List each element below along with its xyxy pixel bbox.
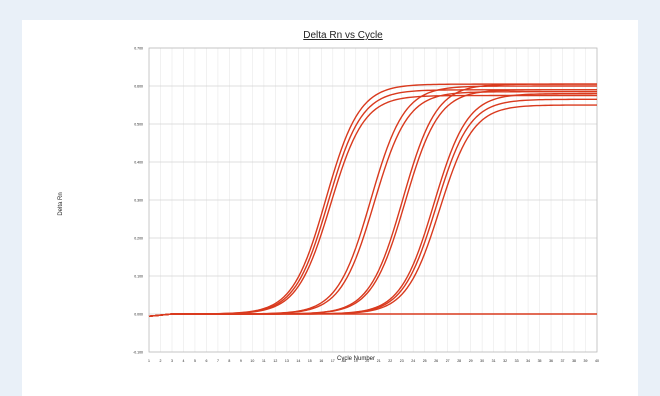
x-tick-label: 40 bbox=[595, 359, 599, 363]
x-tick-label: 15 bbox=[308, 359, 312, 363]
x-tick-label: 7 bbox=[217, 359, 219, 363]
x-tick-label: 8 bbox=[228, 359, 230, 363]
x-tick-label: 30 bbox=[480, 359, 484, 363]
x-tick-label: 32 bbox=[503, 359, 507, 363]
y-tick-label: -0.100 bbox=[133, 351, 143, 355]
x-tick-label: 18 bbox=[342, 359, 346, 363]
chart-panel: Delta Rn vs Cycle Delta Rn Cycle Number … bbox=[22, 20, 638, 396]
grid-lines bbox=[148, 47, 598, 353]
x-tick-label: 9 bbox=[240, 359, 242, 363]
x-tick-label: 3 bbox=[171, 359, 173, 363]
x-tick-label: 14 bbox=[296, 359, 300, 363]
x-tick-label: 25 bbox=[423, 359, 427, 363]
x-tick-label: 17 bbox=[331, 359, 335, 363]
x-tick-label: 10 bbox=[250, 359, 254, 363]
x-tick-label: 13 bbox=[285, 359, 289, 363]
chart-title: Delta Rn vs Cycle bbox=[303, 30, 383, 41]
x-tick-label: 28 bbox=[457, 359, 461, 363]
x-tick-label: 34 bbox=[526, 359, 530, 363]
series-lines bbox=[148, 83, 598, 317]
x-tick-label: 27 bbox=[446, 359, 450, 363]
x-tick-label: 35 bbox=[538, 359, 542, 363]
x-tick-label: 33 bbox=[515, 359, 519, 363]
x-tick-label: 1 bbox=[148, 359, 150, 363]
x-tick-label: 38 bbox=[572, 359, 576, 363]
y-tick-label: 0.000 bbox=[134, 313, 143, 317]
x-tick-label: 6 bbox=[205, 359, 207, 363]
x-tick-label: 16 bbox=[319, 359, 323, 363]
series-line-11 bbox=[148, 313, 597, 317]
y-tick-label: 0.300 bbox=[134, 199, 143, 203]
x-tick-label: 2 bbox=[160, 359, 162, 363]
x-tick-label: 11 bbox=[262, 359, 266, 363]
y-axis-label: Delta Rn bbox=[58, 192, 64, 215]
x-tick-label: 12 bbox=[273, 359, 277, 363]
x-tick-label: 21 bbox=[377, 359, 381, 363]
plot-area-border bbox=[148, 47, 598, 353]
x-tick-label: 37 bbox=[561, 359, 565, 363]
y-tick-label: 0.600 bbox=[134, 85, 143, 89]
x-tick-label: 4 bbox=[182, 359, 184, 363]
x-tick-label: 24 bbox=[411, 359, 415, 363]
x-tick-label: 20 bbox=[365, 359, 369, 363]
amplification-chart: Delta Rn vs Cycle Delta Rn Cycle Number … bbox=[58, 30, 599, 363]
x-tick-label: 36 bbox=[549, 359, 553, 363]
y-tick-label: 0.400 bbox=[134, 161, 143, 165]
x-tick-label: 22 bbox=[388, 359, 392, 363]
y-tick-label: 0.100 bbox=[134, 275, 143, 279]
y-tick-labels: -0.100 0.000 0.100 0.200 0.300 0.400 0.500 0.60… bbox=[133, 47, 143, 355]
x-tick-label: 5 bbox=[194, 359, 196, 363]
x-tick-labels: 1 2 3 4 5 6 7 8 9 10 11 12 13 14 15 16 17 18 19 20 21 22 23 24 2… bbox=[148, 359, 599, 363]
x-tick-label: 39 bbox=[584, 359, 588, 363]
y-tick-label: 0.700 bbox=[134, 47, 143, 51]
series-line-5 bbox=[148, 91, 597, 317]
x-tick-label: 23 bbox=[400, 359, 404, 363]
x-tick-label: 31 bbox=[492, 359, 496, 363]
x-axis-label: Cycle Number bbox=[337, 356, 375, 362]
y-tick-label: 0.200 bbox=[134, 237, 143, 241]
x-tick-label: 26 bbox=[434, 359, 438, 363]
x-tick-label: 29 bbox=[469, 359, 473, 363]
y-tick-label: 0.500 bbox=[134, 123, 143, 127]
x-tick-label: 19 bbox=[354, 359, 358, 363]
